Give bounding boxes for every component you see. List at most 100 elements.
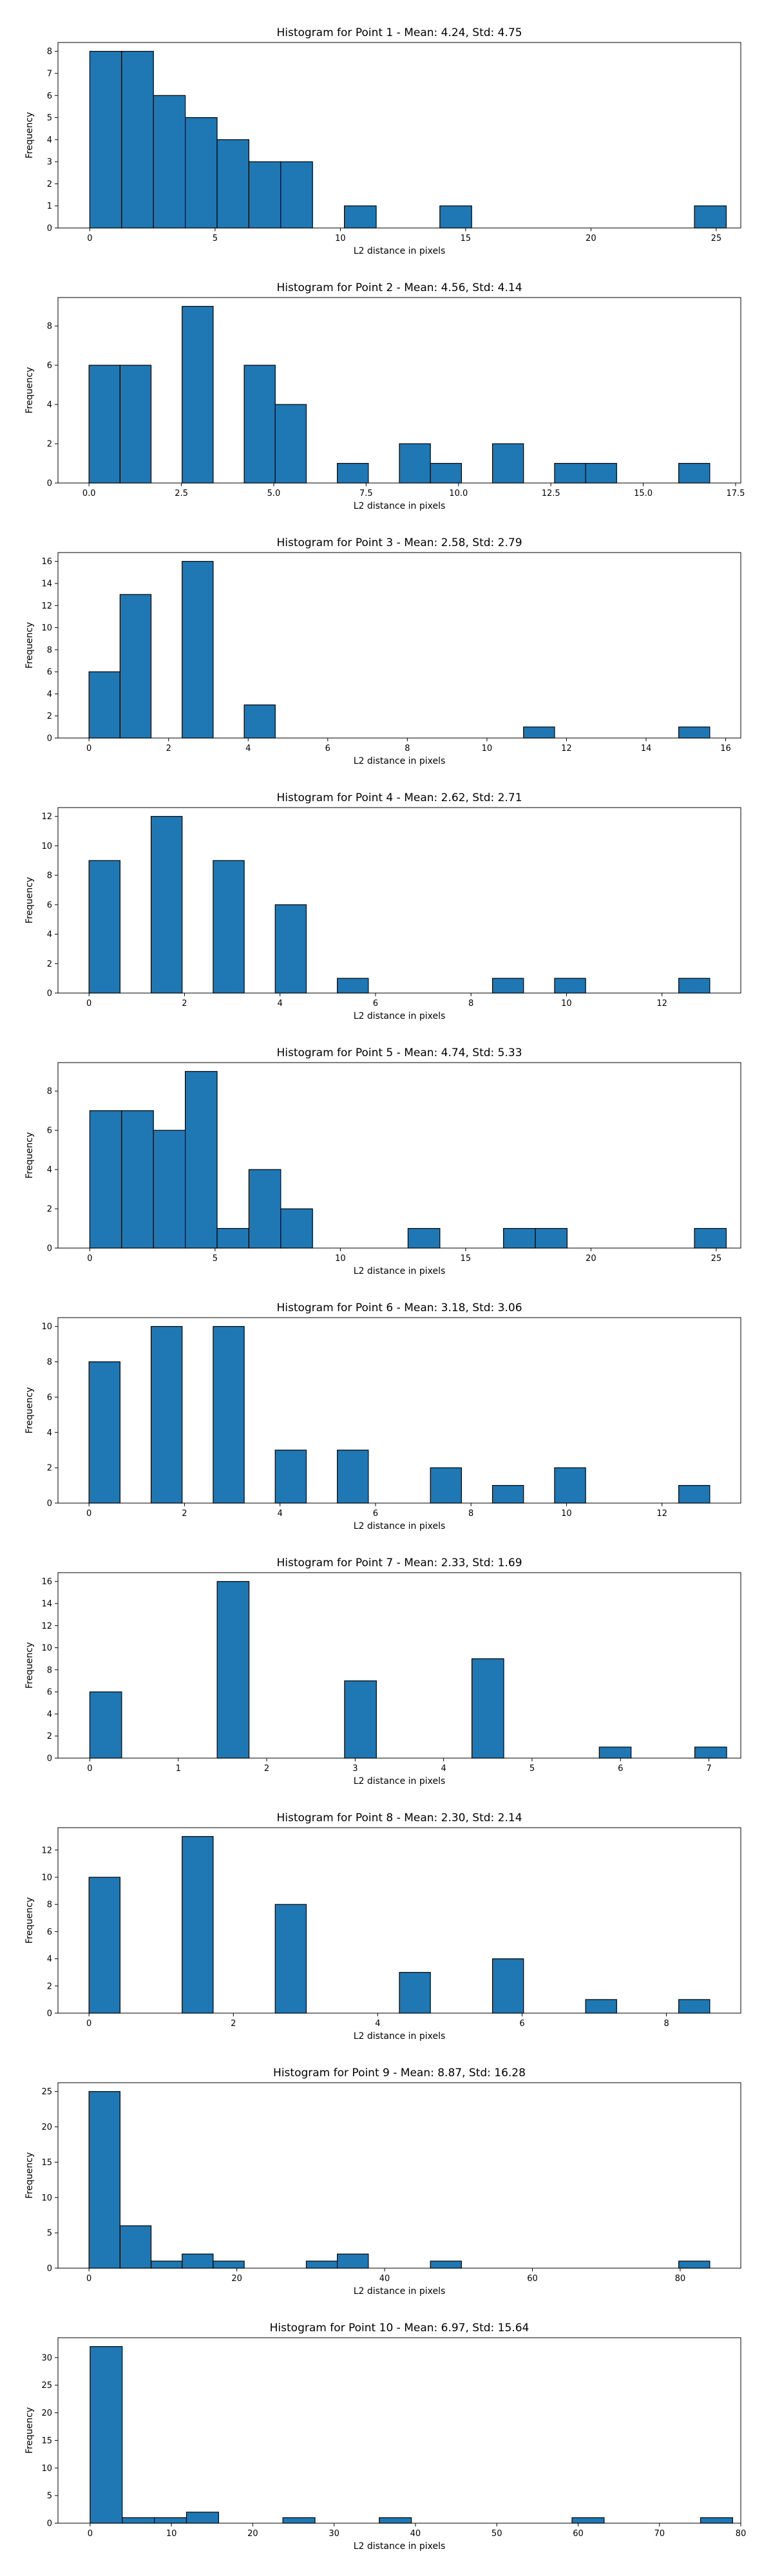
histogram-bar [182, 1836, 214, 2014]
y-tick-label: 4 [47, 1710, 52, 1719]
y-tick-label: 2 [47, 960, 52, 969]
histogram-panel-8: 0 2 4 6 8 0 2 4 6 8 10 12 Histogram for Point 8 - Me… [24, 1812, 741, 2041]
histogram-bar [430, 2260, 462, 2269]
x-tick-label: 10 [335, 234, 346, 243]
x-tick-label: 14 [641, 744, 652, 753]
y-tick-label: 15 [41, 2436, 52, 2446]
histogram-bar [523, 726, 555, 739]
y-tick-label: 8 [47, 1087, 52, 1097]
histogram-bar [88, 671, 120, 739]
histogram-bar [89, 1110, 122, 1249]
histogram-bar [243, 704, 276, 739]
y-tick-label: 12 [41, 812, 52, 822]
y-tick-label: 6 [47, 668, 52, 677]
x-tick-label: 12 [561, 744, 572, 753]
chart-title: Histogram for Point 3 - Mean: 2.58, Std:… [276, 536, 522, 549]
chart-title: Histogram for Point 6 - Mean: 3.18, Std:… [276, 1302, 522, 1314]
y-tick-label: 6 [47, 361, 52, 371]
histogram-bar [694, 205, 727, 229]
x-tick-label: 0 [87, 234, 92, 243]
chart-title: Histogram for Point 5 - Mean: 4.74, Std:… [276, 1046, 522, 1059]
histogram-bar [88, 2091, 120, 2269]
y-tick-label: 15 [41, 2158, 52, 2168]
histogram-bar [678, 1999, 711, 2014]
chart-title: Histogram for Point 1 - Mean: 4.24, Std:… [276, 26, 522, 39]
x-tick-label: 70 [654, 2529, 665, 2539]
y-tick-label: 0 [47, 1244, 52, 1254]
histogram-bar [430, 462, 462, 484]
histogram-bar [503, 1227, 536, 1249]
histogram-bar [216, 1581, 250, 1759]
axes-frame [57, 1317, 741, 1504]
histogram-bar [554, 978, 586, 994]
x-tick-label: 1 [176, 1764, 181, 1774]
histogram-bar [399, 443, 431, 484]
x-tick-label: 40 [379, 2274, 390, 2284]
y-tick-label: 6 [47, 1393, 52, 1403]
histogram-bar [694, 1227, 727, 1249]
y-tick-label: 12 [41, 1846, 52, 1855]
x-tick-label: 2.5 [175, 489, 188, 498]
x-tick-label: 5 [213, 1254, 218, 1264]
y-tick-label: 5 [47, 2492, 52, 2501]
y-tick-label: 4 [47, 690, 52, 699]
histogram-bar [407, 1227, 441, 1249]
histogram-bar [248, 1169, 282, 1249]
axes-frame [57, 2082, 741, 2269]
histogram-bar [305, 2260, 338, 2269]
y-tick-label: 14 [41, 580, 52, 589]
chart-title: Histogram for Point 7 - Mean: 2.33, Std:… [276, 1557, 522, 1569]
y-axis-label: Frequency [24, 1642, 35, 1689]
x-tick-label: 0 [86, 1509, 91, 1519]
y-tick-label: 6 [47, 1126, 52, 1136]
x-tick-label: 4 [245, 744, 251, 753]
y-tick-label: 16 [41, 1577, 52, 1587]
histogram-bar [274, 1904, 307, 2014]
histogram-bar [88, 365, 120, 484]
x-axis-label: L2 distance in pixels [354, 1776, 446, 1786]
chart-title: Histogram for Point 2 - Mean: 4.56, Std:… [276, 281, 522, 294]
histogram-bar [88, 860, 120, 994]
x-tick-label: 7 [706, 1764, 711, 1774]
histogram-bar [491, 443, 524, 484]
histogram-bar [88, 1877, 120, 2014]
histogram-bar [185, 1071, 218, 1249]
x-tick-label: 8 [405, 744, 410, 753]
y-tick-label: 4 [47, 1428, 52, 1438]
histogram-bar [182, 561, 214, 739]
y-tick-label: 2 [47, 1205, 52, 1215]
x-tick-label: 4 [278, 1509, 283, 1519]
histogram-bar [122, 2517, 155, 2524]
x-tick-label: 0 [88, 2529, 93, 2539]
y-tick-label: 2 [47, 712, 52, 721]
histogram-bar [274, 404, 307, 484]
histogram-panel-6: 0 2 4 6 8 10 12 0 2 4 6 8 10 Histogram for Point 6 - … [24, 1302, 741, 1531]
x-tick-label: 0 [86, 2019, 91, 2029]
histogram-bar [213, 1326, 245, 1504]
y-tick-label: 4 [47, 135, 52, 145]
histogram-panel-4: 0 2 4 6 8 10 12 0 2 4 6 8 10 12 Histogram for Point 4 … [24, 791, 741, 1021]
x-tick-label: 0 [87, 1254, 92, 1264]
x-tick-label: 40 [410, 2529, 421, 2539]
x-tick-label: 6 [373, 1509, 378, 1519]
y-tick-label: 4 [47, 1955, 52, 1964]
chart-title: Histogram for Point 8 - Mean: 2.30, Std:… [276, 1812, 522, 1824]
x-tick-label: 25 [711, 1254, 722, 1264]
histogram-bar [598, 1747, 632, 1759]
y-tick-label: 7 [47, 70, 52, 79]
x-tick-label: 2 [264, 1764, 269, 1774]
histogram-bar [119, 2225, 152, 2269]
y-tick-label: 3 [47, 158, 52, 167]
x-tick-label: 12 [656, 1509, 667, 1519]
y-tick-label: 8 [47, 1900, 52, 1910]
y-tick-label: 4 [47, 930, 52, 940]
histogram-panel-10: 0 10 20 30 40 50 60 70 80 0 5 10 15 20 25 30 Histogram f… [24, 2322, 746, 2552]
y-axis-label: Frequency [24, 2407, 35, 2454]
x-tick-label: 30 [329, 2529, 339, 2539]
histogram-bar [678, 978, 711, 994]
histogram-bar [182, 306, 214, 484]
x-axis-label: L2 distance in pixels [354, 2541, 446, 2552]
y-tick-label: 0 [47, 2009, 52, 2019]
x-tick-label: 10.0 [449, 489, 468, 498]
histogram-bar [90, 2346, 123, 2524]
